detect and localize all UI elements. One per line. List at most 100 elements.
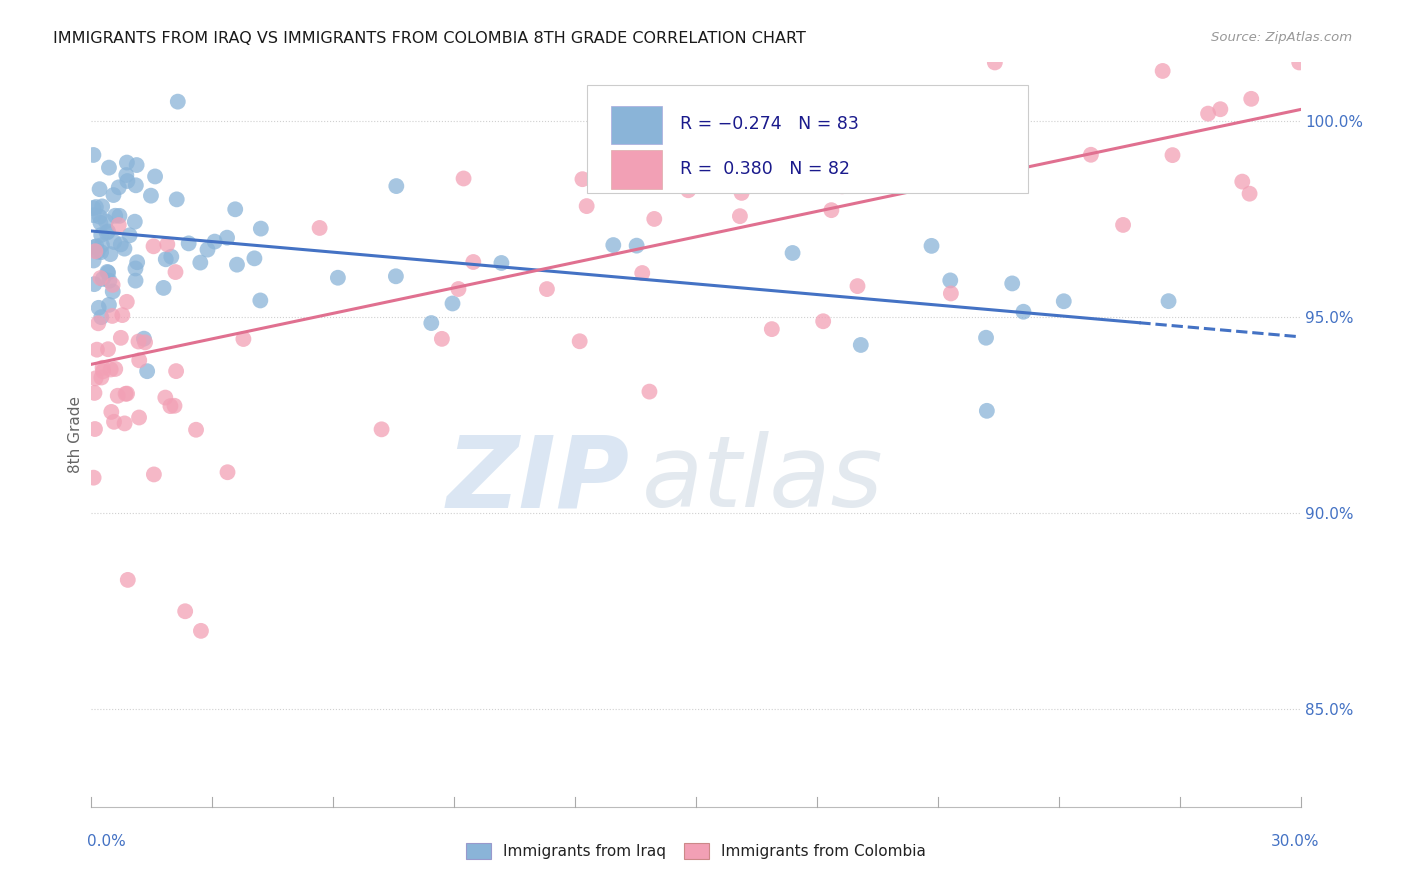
- Point: [104, 362, 127, 376]
- Point: [730, 186, 752, 200]
- Point: [90, 370, 112, 384]
- Point: [117, 174, 139, 188]
- Point: [974, 331, 997, 345]
- Point: [1157, 294, 1180, 309]
- Point: [128, 353, 150, 368]
- Point: [84, 200, 107, 214]
- Point: [1161, 148, 1184, 162]
- Point: [107, 389, 129, 403]
- Point: [1152, 64, 1174, 78]
- Point: [134, 335, 156, 350]
- Point: [91, 364, 114, 378]
- Point: [621, 136, 644, 151]
- Point: [226, 258, 249, 272]
- Point: [631, 266, 654, 280]
- Point: [125, 158, 148, 172]
- Point: [602, 238, 624, 252]
- Point: [174, 604, 197, 618]
- Point: [250, 221, 273, 235]
- Point: [742, 168, 765, 182]
- Point: [83, 385, 105, 400]
- Point: [97, 298, 120, 312]
- Point: [97, 343, 120, 357]
- Point: [849, 338, 872, 352]
- Point: [82, 201, 104, 215]
- Point: [761, 322, 783, 336]
- Point: [976, 404, 998, 418]
- Point: [441, 296, 464, 310]
- Point: [224, 202, 246, 217]
- Point: [114, 417, 136, 431]
- Point: [939, 286, 962, 301]
- Point: [83, 277, 105, 292]
- Text: ZIP: ZIP: [447, 431, 630, 528]
- Point: [430, 332, 453, 346]
- Point: [249, 293, 271, 308]
- Point: [101, 285, 124, 299]
- Point: [1209, 102, 1232, 116]
- Legend: Immigrants from Iraq, Immigrants from Colombia: Immigrants from Iraq, Immigrants from Co…: [460, 837, 932, 865]
- Point: [308, 221, 330, 235]
- Point: [89, 182, 111, 196]
- Point: [83, 240, 105, 254]
- Point: [127, 334, 149, 349]
- Point: [115, 294, 138, 309]
- Point: [491, 256, 513, 270]
- Point: [83, 471, 105, 485]
- Point: [1288, 55, 1310, 70]
- Point: [118, 228, 141, 243]
- Point: [97, 225, 120, 239]
- Point: [1197, 106, 1219, 120]
- Bar: [612, 151, 662, 189]
- Point: [98, 274, 121, 288]
- Point: [215, 230, 238, 244]
- Point: [166, 95, 188, 109]
- Point: [107, 218, 129, 232]
- Point: [111, 308, 134, 322]
- Point: [107, 180, 129, 194]
- Point: [1239, 186, 1261, 201]
- Y-axis label: 8th Grade: 8th Grade: [67, 396, 83, 474]
- Point: [139, 188, 162, 202]
- Point: [190, 624, 212, 638]
- Point: [110, 237, 132, 252]
- Point: [165, 364, 187, 378]
- Point: [96, 226, 118, 240]
- Point: [103, 188, 125, 202]
- Point: [811, 314, 834, 328]
- Point: [142, 239, 165, 253]
- Point: [370, 422, 392, 436]
- Point: [155, 391, 177, 405]
- Point: [165, 265, 187, 279]
- Point: [84, 422, 107, 436]
- Point: [217, 465, 239, 479]
- Point: [87, 301, 110, 315]
- Point: [90, 227, 112, 242]
- Point: [1001, 277, 1024, 291]
- Point: [110, 331, 132, 345]
- Point: [96, 265, 118, 279]
- Point: [100, 362, 122, 376]
- Point: [447, 282, 470, 296]
- Point: [184, 423, 207, 437]
- Point: [638, 384, 661, 399]
- Point: [1080, 148, 1102, 162]
- Point: [124, 274, 146, 288]
- Point: [89, 271, 111, 285]
- Point: [87, 316, 110, 330]
- Point: [463, 255, 485, 269]
- Point: [1232, 175, 1254, 189]
- Point: [115, 155, 138, 169]
- Point: [1053, 294, 1076, 309]
- Point: [385, 179, 408, 194]
- Point: [1112, 218, 1135, 232]
- Text: R =  0.380   N = 82: R = 0.380 N = 82: [681, 160, 851, 178]
- Point: [128, 410, 150, 425]
- Point: [84, 244, 107, 259]
- Point: [575, 199, 598, 213]
- Point: [232, 332, 254, 346]
- Point: [84, 371, 107, 385]
- Point: [89, 216, 111, 230]
- FancyBboxPatch shape: [588, 85, 1028, 193]
- Point: [678, 183, 700, 197]
